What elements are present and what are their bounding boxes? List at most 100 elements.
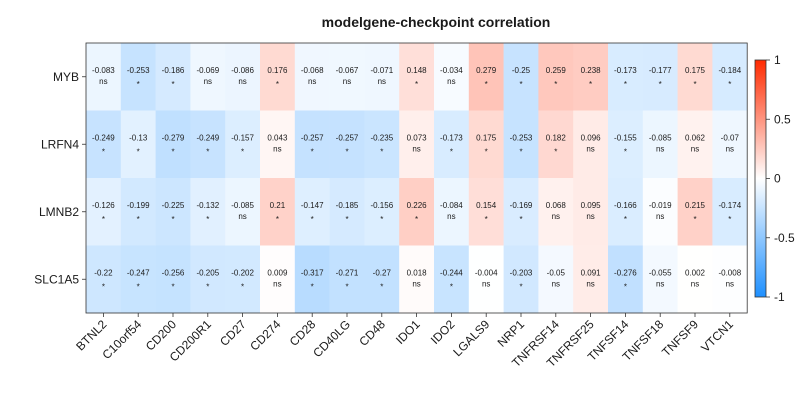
cell-significance-label: * xyxy=(137,147,140,156)
cell-significance-label: * xyxy=(659,80,662,89)
heatmap-cell xyxy=(677,110,713,179)
cell-significance-label: * xyxy=(589,80,592,89)
row-label: LRFN4 xyxy=(41,137,79,151)
cell-value-label: 0.182 xyxy=(546,133,567,142)
cell-significance-label: ns xyxy=(273,144,281,153)
cell-value-label: -0.186 xyxy=(162,66,185,75)
colorbar-tick-label: 1 xyxy=(774,53,781,67)
cell-significance-label: ns xyxy=(691,279,699,288)
cell-significance-label: * xyxy=(311,147,314,156)
cell-significance-label: * xyxy=(171,80,174,89)
heatmap-cell xyxy=(434,43,470,111)
colorbar-tick-label: -0.5 xyxy=(774,231,795,245)
cell-value-label: -0.07 xyxy=(721,133,740,142)
cell-value-label: 0.091 xyxy=(581,268,602,277)
cell-value-label: 0.043 xyxy=(267,133,288,142)
cell-value-label: 0.095 xyxy=(581,201,602,210)
cell-significance-label: * xyxy=(624,215,627,224)
heatmap-cell xyxy=(329,245,365,314)
cell-significance-label: * xyxy=(554,147,557,156)
cell-value-label: -0.155 xyxy=(614,133,637,142)
column-label: CD274 xyxy=(247,317,284,354)
heatmap-cell xyxy=(155,110,191,179)
cell-value-label: -0.249 xyxy=(196,133,219,142)
cell-significance-label: * xyxy=(102,215,105,224)
cell-significance-label: * xyxy=(554,80,557,89)
cell-significance-label: * xyxy=(380,282,383,291)
cell-value-label: -0.034 xyxy=(440,66,463,75)
heatmap-cell xyxy=(712,245,748,314)
cell-value-label: -0.25 xyxy=(512,66,531,75)
cell-significance-label: * xyxy=(728,80,731,89)
column-label: VTCN1 xyxy=(698,317,736,355)
cell-value-label: -0.008 xyxy=(718,268,741,277)
cell-significance-label: * xyxy=(450,282,453,291)
cell-value-label: 0.215 xyxy=(685,201,706,210)
cell-significance-label: * xyxy=(171,215,174,224)
cell-significance-label: ns xyxy=(99,77,107,86)
cell-value-label: -0.247 xyxy=(127,268,150,277)
cell-value-label: -0.317 xyxy=(301,268,324,277)
cell-significance-label: * xyxy=(137,282,140,291)
cell-value-label: -0.257 xyxy=(336,133,359,142)
cell-significance-label: * xyxy=(693,80,696,89)
cell-value-label: -0.205 xyxy=(196,268,219,277)
heatmap-cell xyxy=(190,110,226,179)
cell-significance-label: ns xyxy=(308,77,316,86)
cell-significance-label: * xyxy=(624,282,627,291)
cell-value-label: -0.05 xyxy=(547,268,566,277)
heatmap-cell xyxy=(364,245,400,314)
cell-significance-label: * xyxy=(485,147,488,156)
heatmap-cell xyxy=(538,245,574,314)
cell-significance-label: * xyxy=(519,282,522,291)
cell-significance-label: * xyxy=(485,215,488,224)
cell-value-label: -0.085 xyxy=(649,133,672,142)
heatmap-cell xyxy=(260,43,296,111)
cell-significance-label: * xyxy=(519,80,522,89)
cell-value-label: -0.279 xyxy=(162,133,185,142)
colorbar-gradient xyxy=(754,59,767,298)
heatmap-cell xyxy=(155,245,191,314)
cell-value-label: -0.157 xyxy=(231,133,254,142)
heatmap-cell xyxy=(225,178,261,246)
heatmap-cell xyxy=(538,110,574,179)
cell-value-label: -0.156 xyxy=(370,201,393,210)
column-label: IDO2 xyxy=(428,317,458,347)
cell-value-label: -0.071 xyxy=(370,66,393,75)
heatmap-cell xyxy=(294,43,330,111)
heatmap-cell xyxy=(573,178,609,246)
cell-value-label: 0.175 xyxy=(685,66,706,75)
cell-significance-label: ns xyxy=(273,279,281,288)
cell-value-label: -0.235 xyxy=(370,133,393,142)
heatmap-cell xyxy=(399,110,435,179)
cell-value-label: 0.148 xyxy=(407,66,428,75)
cell-significance-label: ns xyxy=(238,77,246,86)
cell-value-label: -0.069 xyxy=(196,66,219,75)
row-label: MYB xyxy=(53,70,79,84)
heatmap-cell xyxy=(712,43,748,111)
cell-value-label: -0.199 xyxy=(127,201,150,210)
cell-significance-label: * xyxy=(137,80,140,89)
cell-significance-label: * xyxy=(624,80,627,89)
row-label: LMNB2 xyxy=(39,205,79,219)
heatmap-cell xyxy=(190,43,226,111)
cell-value-label: 0.068 xyxy=(546,201,567,210)
cell-significance-label: ns xyxy=(726,144,734,153)
heatmap-cell xyxy=(468,178,504,246)
cell-value-label: -0.173 xyxy=(440,133,463,142)
cell-significance-label: ns xyxy=(204,77,212,86)
heatmap-cell xyxy=(260,110,296,179)
heatmap-cell xyxy=(190,245,226,314)
heatmap-cell xyxy=(434,245,470,314)
cell-significance-label: * xyxy=(102,147,105,156)
cell-value-label: -0.126 xyxy=(92,201,115,210)
heatmap-cell xyxy=(86,178,122,246)
cell-significance-label: ns xyxy=(238,212,246,221)
heatmap-cell xyxy=(677,245,713,314)
heatmap-cell xyxy=(120,43,156,111)
cell-value-label: -0.22 xyxy=(94,268,113,277)
heatmap-cell xyxy=(642,43,678,111)
heatmap-cell xyxy=(538,43,574,111)
heatmap-cell xyxy=(573,245,609,314)
